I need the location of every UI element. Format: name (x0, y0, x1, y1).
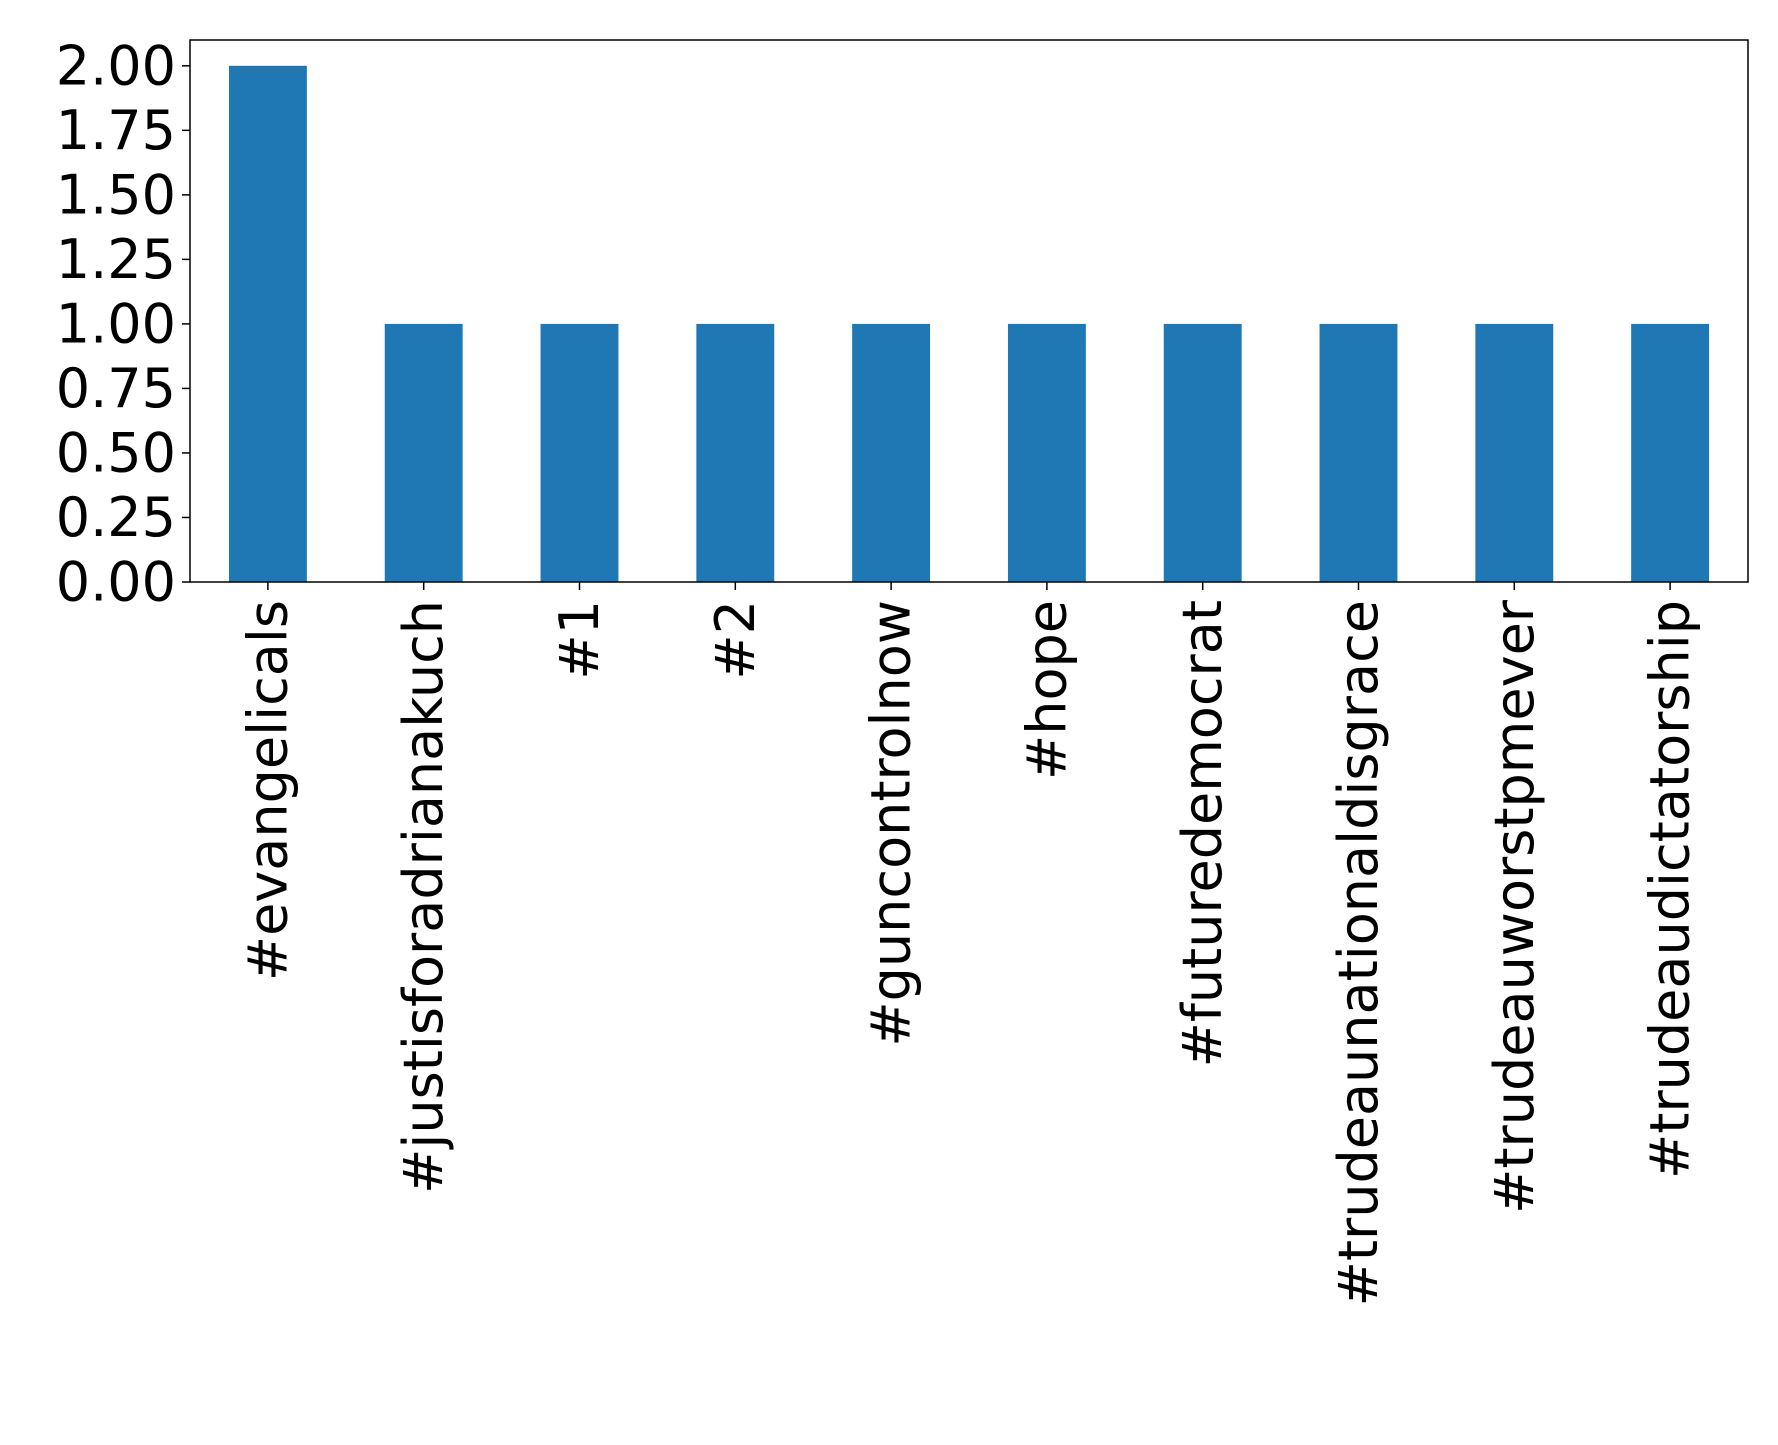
x-tick-label: #evangelicals (236, 600, 299, 981)
x-tick-label: #justisforadrianakuch (392, 600, 455, 1194)
y-axis: 0.000.250.500.751.001.251.501.752.00 (56, 34, 190, 614)
plot-frame (189, 39, 1749, 583)
x-axis: #evangelicals #justisforadrianakuch #1 #2 #g… (236, 582, 1702, 1306)
bar-6 (1163, 323, 1242, 582)
bar-7 (1319, 323, 1398, 582)
bars-group (228, 65, 1710, 583)
x-tick-label: #1 (548, 600, 611, 680)
bar-0 (228, 65, 307, 583)
y-tick-label: 0.75 (56, 357, 176, 420)
bar-1 (384, 323, 463, 582)
x-tick-label: #hope (1015, 600, 1078, 780)
y-tick-label: 0.50 (56, 421, 176, 484)
bar-2 (540, 323, 619, 582)
x-tick-label: #trudeaudictatorship (1639, 600, 1702, 1179)
x-tick-label: #2 (704, 600, 767, 680)
y-tick-label: 1.25 (56, 228, 176, 291)
y-tick-label: 0.00 (56, 551, 176, 614)
bar-4 (852, 323, 931, 582)
y-tick-label: 2.00 (56, 34, 176, 97)
x-tick-label: #trudeaunationaldisgrace (1327, 600, 1390, 1306)
y-tick-label: 1.50 (56, 163, 176, 226)
x-tick-label: #guncontrolnow (860, 600, 923, 1047)
bar-9 (1631, 323, 1710, 582)
bar-5 (1007, 323, 1086, 582)
y-tick-label: 0.25 (56, 486, 176, 549)
x-tick-label: #trudeauworstpmever (1483, 599, 1546, 1214)
bar-8 (1475, 323, 1554, 582)
x-tick-label: #futuredemocrat (1171, 600, 1234, 1067)
bar-3 (696, 323, 775, 582)
y-tick-label: 1.00 (56, 292, 176, 355)
y-tick-label: 1.75 (56, 99, 176, 162)
